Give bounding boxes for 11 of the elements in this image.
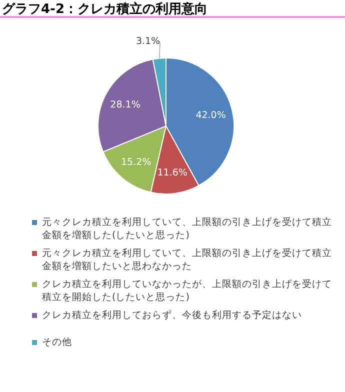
legend-label: 元々クレカ積立を利用していて、上限額の引き上げを受けて積立金額を増額した(したいと思った) [42, 216, 332, 242]
legend-label: その他 [42, 336, 72, 349]
data-label: 15.2% [120, 156, 152, 168]
chart-title: グラフ4-2：クレカ積立の利用意向 [2, 0, 208, 18]
legend-label: 元々クレカ積立を利用していて、上限額の引き上げを受けて積立金額を増額したいと思わなかった [42, 247, 332, 273]
legend-label: クレカ積立を利用しておらず、今後も利用する予定はない [42, 309, 302, 322]
data-label: 28.1% [110, 100, 140, 111]
data-label: 3.1% [136, 36, 160, 47]
legend-label: クレカ積立を利用していなかったが、上限額の引き上げを受けて積立を開始した(したいと思った) [42, 278, 332, 304]
data-label: 11.6% [157, 167, 188, 178]
data-label: 42.0% [196, 110, 226, 121]
